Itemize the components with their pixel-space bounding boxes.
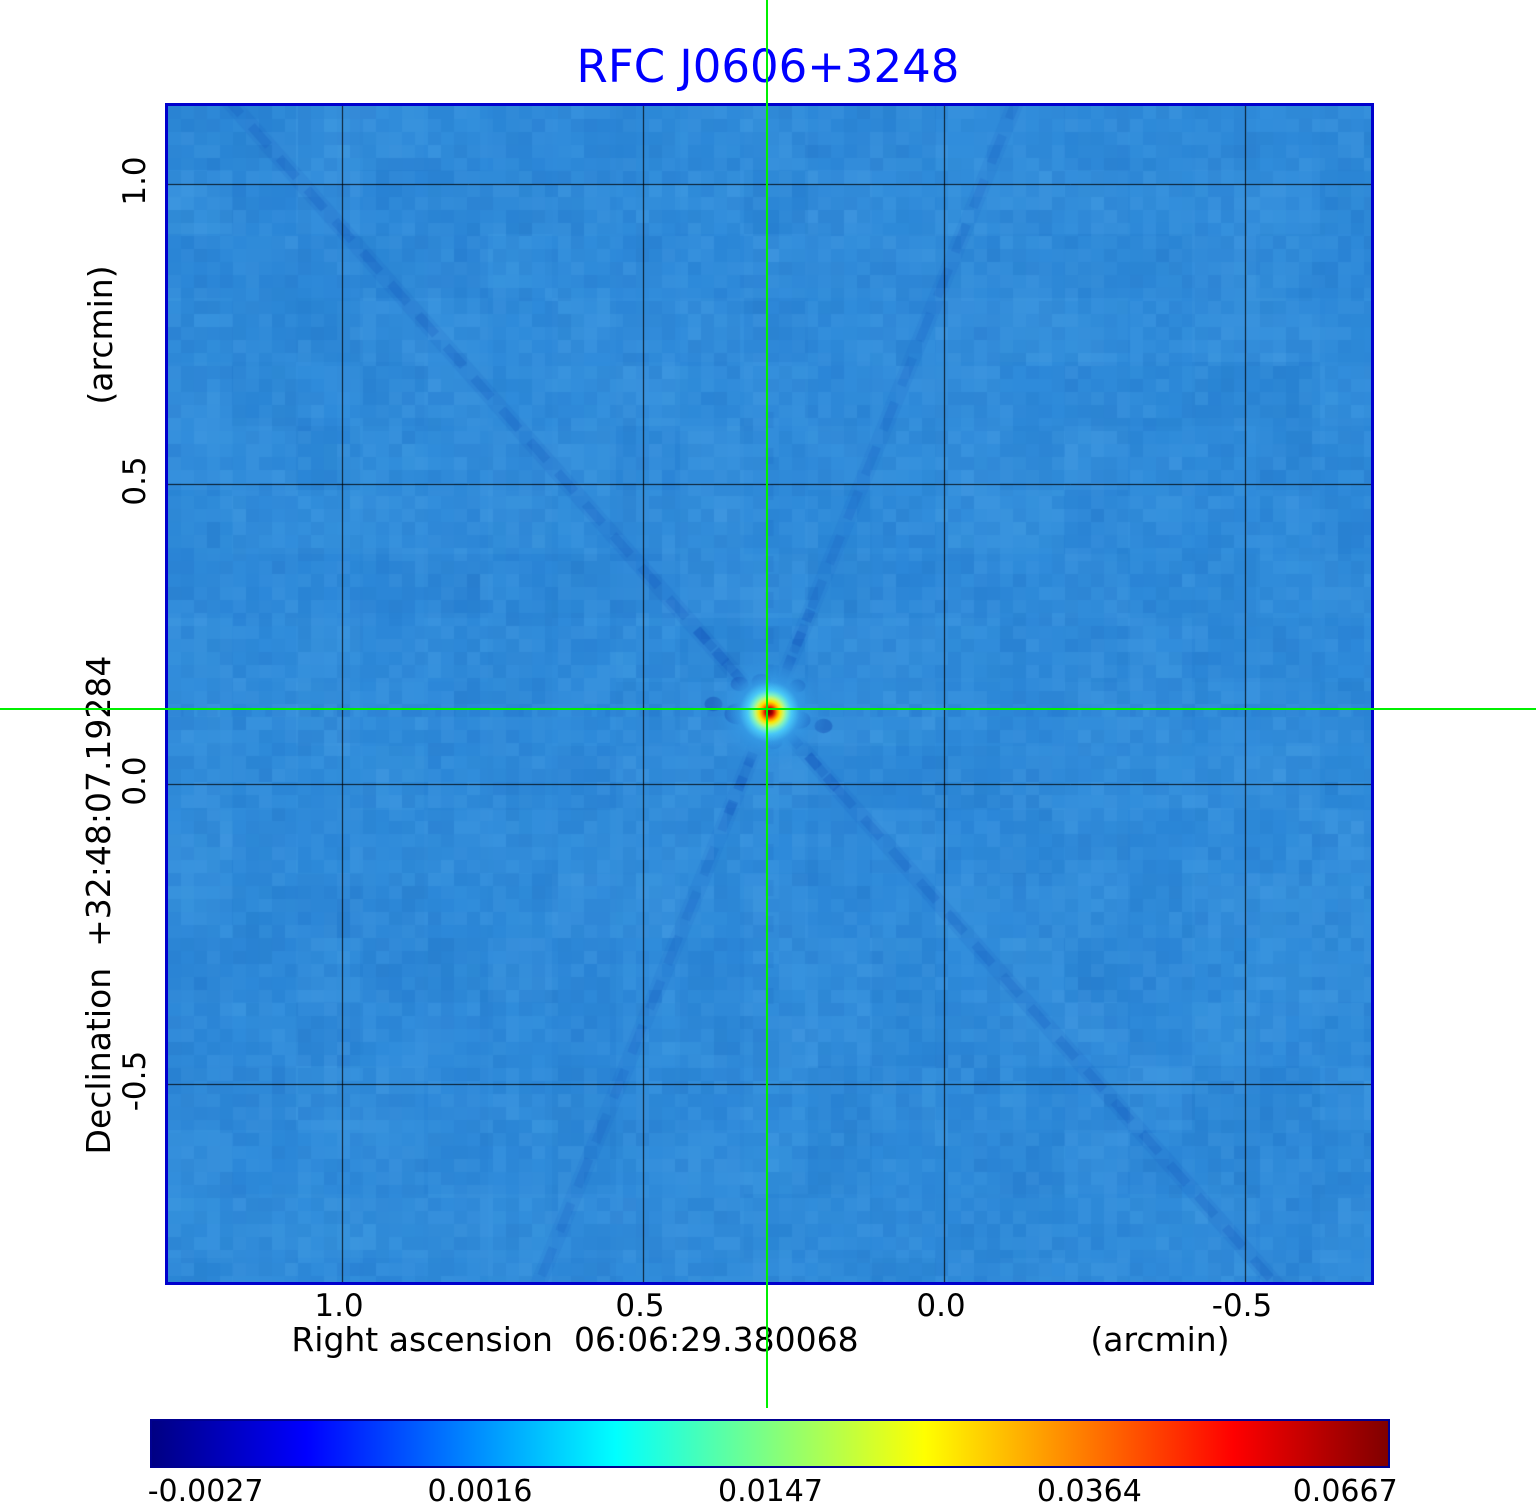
sky-map xyxy=(165,103,1374,1285)
x-tick-label: 0.5 xyxy=(615,1288,665,1324)
y-axis-unit-label: (arcmin) xyxy=(80,265,120,405)
colorbar-tick-label: 0.0667 xyxy=(1292,1474,1398,1509)
crosshair-horizontal xyxy=(0,708,1536,710)
colorbar-tick-label: 0.0147 xyxy=(717,1474,823,1509)
colorbar-tick-label: 0.0364 xyxy=(1036,1474,1142,1509)
colorbar-tick-label: 0.0016 xyxy=(427,1474,533,1509)
x-axis-unit-label: (arcmin) xyxy=(1090,1320,1230,1359)
y-axis-label: Declination +32:48:07.19284 xyxy=(78,655,118,1155)
colorbar-ticks: -0.0027 0.0016 0.0147 0.0364 0.0667 xyxy=(147,1474,1398,1510)
colorbar-gradient xyxy=(152,1421,1388,1466)
x-axis-label: Right ascension 06:06:29.380068 xyxy=(291,1320,859,1359)
figure-title: RFC J0606+3248 xyxy=(576,40,960,93)
colorbar xyxy=(150,1419,1390,1468)
y-tick-label: 0.5 xyxy=(117,456,153,506)
colorbar-tick-label: -0.0027 xyxy=(147,1474,264,1509)
x-tick-label: 0.0 xyxy=(916,1288,966,1324)
y-tick-label: 0.0 xyxy=(117,756,153,806)
sky-map-canvas xyxy=(168,106,1371,1282)
x-tick-label: -0.5 xyxy=(1211,1288,1273,1324)
crosshair-vertical xyxy=(766,0,768,1408)
x-tick-label: 1.0 xyxy=(314,1288,364,1324)
y-tick-label: 1.0 xyxy=(117,156,153,206)
y-tick-label: -0.5 xyxy=(117,1050,153,1112)
